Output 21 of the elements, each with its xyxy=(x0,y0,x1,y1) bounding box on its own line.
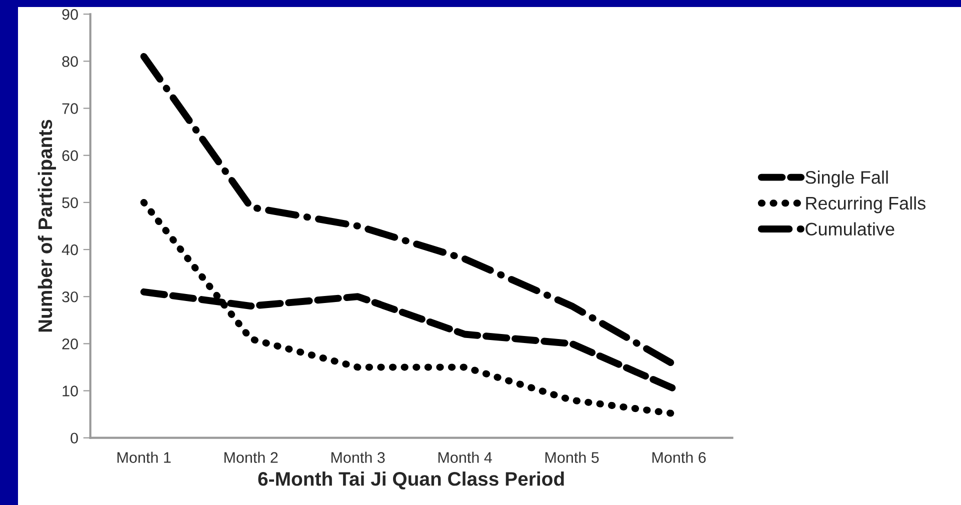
y-tick-label: 30 xyxy=(62,291,78,302)
x-tick-label: Month 1 xyxy=(117,452,171,463)
x-axis-title: 6-Month Tai Ji Quan Class Period xyxy=(258,472,564,490)
legend-label: Recurring Falls xyxy=(806,196,926,214)
y-axis-title: Number of Participants xyxy=(38,120,56,332)
y-tick-label: 70 xyxy=(62,103,78,114)
legend-label: Single Fall xyxy=(806,170,888,188)
y-tick-label: 60 xyxy=(62,150,78,162)
y-tick-label: 80 xyxy=(62,56,78,67)
x-tick-label: Month 6 xyxy=(652,452,706,463)
x-tick-label: Month 2 xyxy=(224,452,278,463)
x-tick-label: Month 3 xyxy=(331,452,385,463)
x-tick-label: Month 5 xyxy=(545,452,599,463)
legend-label: Cumulative xyxy=(806,222,894,236)
y-tick-label: 0 xyxy=(70,432,78,444)
y-tick-label: 90 xyxy=(62,9,78,20)
x-tick-label: Month 4 xyxy=(438,452,492,463)
y-tick-label: 40 xyxy=(62,244,78,256)
y-tick-label: 50 xyxy=(62,197,78,208)
y-tick-label: 10 xyxy=(62,386,78,396)
y-tick-label: 20 xyxy=(62,338,78,350)
